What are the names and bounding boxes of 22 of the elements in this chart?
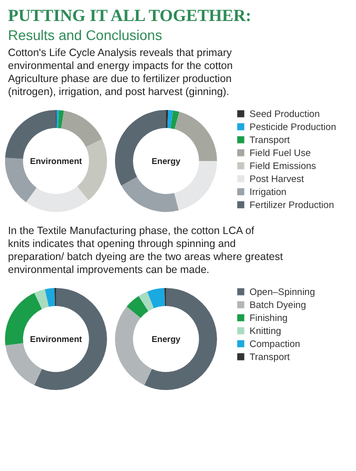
text: Results and Conclusions xyxy=(8,27,162,43)
legend-label: Compaction xyxy=(250,338,300,350)
text: Cotton's Life Cycle Analysis reveals that primary environmental and energy impacts for the cotton Agriculture phase are due to fertilizer production (nitrogen), irrigation, and post harvest (ginning). xyxy=(8,47,233,98)
legend-label: Irrigation xyxy=(250,186,286,198)
legend-label: Transport xyxy=(250,352,290,363)
legend-label: Field Fuel Use xyxy=(250,148,311,159)
text: PUTTING IT ALL TOGETHER: xyxy=(8,6,252,25)
legend-label: Fertilizer Production xyxy=(250,200,334,211)
legend-label: Field Emissions xyxy=(250,160,316,172)
legend-label: Finishing xyxy=(250,312,288,324)
text: In the Textile Manufacturing phase, the cotton LCA of knits indicates that opening through spinning and preparation/ batch dyeing are the two areas where greatest environmental improvements can be made. xyxy=(8,225,283,276)
slice-label: Energy xyxy=(152,334,181,344)
legend-label: Seed Production xyxy=(250,108,320,120)
legend-label: Knitting xyxy=(250,326,282,337)
legend-label: Open–Spinning xyxy=(250,286,315,298)
legend-label: Post Harvest xyxy=(250,174,304,185)
legend-label: Pesticide Production xyxy=(250,122,336,133)
legend-label: Transport xyxy=(250,134,290,146)
slice-label: Environment xyxy=(30,334,82,344)
legend-label: Batch Dyeing xyxy=(250,300,306,311)
slice-label: Environment xyxy=(30,156,82,166)
slice-label: Energy xyxy=(152,156,181,166)
